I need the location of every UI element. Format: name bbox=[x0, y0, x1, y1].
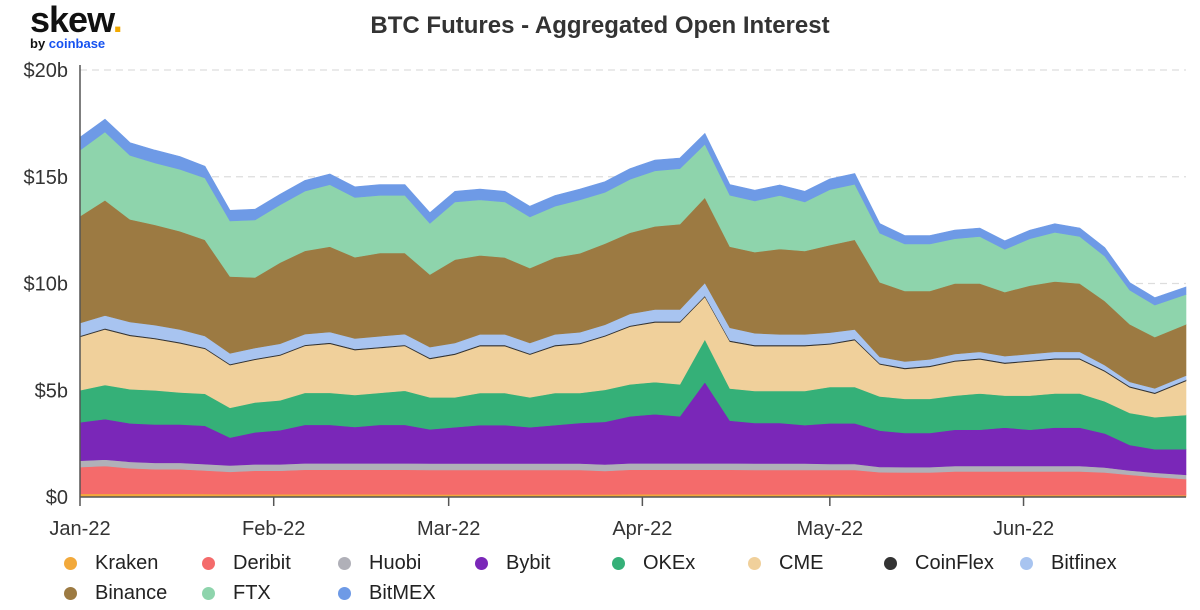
area-bitmex bbox=[79, 118, 1187, 306]
legend-item-kraken[interactable]: Kraken bbox=[64, 552, 158, 575]
legend-swatch-icon bbox=[64, 557, 77, 570]
legend-item-okex[interactable]: OKEx bbox=[612, 552, 695, 575]
legend-label: Bitfinex bbox=[1051, 552, 1117, 574]
legend-swatch-icon bbox=[1020, 557, 1033, 570]
x-tick-label: Jun-22 bbox=[993, 518, 1054, 540]
skew-logo: skew. by coinbase bbox=[30, 0, 123, 52]
legend-label: Kraken bbox=[95, 552, 159, 574]
logo-company: coinbase bbox=[48, 36, 106, 51]
x-tick-label: Apr-22 bbox=[612, 518, 672, 540]
x-tick-label: Jan-22 bbox=[49, 518, 110, 540]
legend-item-cme[interactable]: CME bbox=[748, 552, 823, 575]
legend-swatch-icon bbox=[202, 587, 215, 600]
legend-item-bitmex[interactable]: BitMEX bbox=[338, 582, 436, 605]
legend-swatch-icon bbox=[884, 557, 897, 570]
legend-label: Bybit bbox=[506, 552, 551, 574]
legend-item-huobi[interactable]: Huobi bbox=[338, 552, 421, 575]
y-tick-label: $5b bbox=[35, 380, 68, 402]
legend-label: CME bbox=[779, 552, 824, 574]
legend-swatch-icon bbox=[748, 557, 761, 570]
legend-item-binance[interactable]: Binance bbox=[64, 582, 167, 605]
x-tick-label: Feb-22 bbox=[242, 518, 305, 540]
legend-item-bitfinex[interactable]: Bitfinex bbox=[1020, 552, 1117, 575]
legend-item-bybit[interactable]: Bybit bbox=[475, 552, 550, 575]
legend-item-coinflex[interactable]: CoinFlex bbox=[884, 552, 994, 575]
legend-swatch-icon bbox=[202, 557, 215, 570]
legend-item-ftx[interactable]: FTX bbox=[202, 582, 271, 605]
legend-label: OKEx bbox=[643, 552, 696, 574]
x-tick-label: May-22 bbox=[796, 518, 863, 540]
legend-label: CoinFlex bbox=[915, 552, 994, 574]
legend-label: FTX bbox=[233, 582, 271, 604]
legend-swatch-icon bbox=[64, 587, 77, 600]
chart-title: BTC Futures - Aggregated Open Interest bbox=[370, 12, 830, 39]
legend-swatch-icon bbox=[338, 557, 351, 570]
legend-swatch-icon bbox=[338, 587, 351, 600]
x-tick-label: Mar-22 bbox=[417, 518, 480, 540]
y-tick-label: $0 bbox=[46, 487, 68, 509]
legend-label: Deribit bbox=[233, 552, 291, 574]
legend-swatch-icon bbox=[612, 557, 625, 570]
y-tick-label: $20b bbox=[24, 60, 69, 82]
y-tick-label: $15b bbox=[24, 167, 69, 189]
logo-dot: . bbox=[112, 0, 123, 40]
logo-brand: skew bbox=[30, 0, 114, 40]
legend-item-deribit[interactable]: Deribit bbox=[202, 552, 291, 575]
legend-label: BitMEX bbox=[369, 582, 436, 604]
legend-label: Binance bbox=[95, 582, 168, 604]
y-tick-label: $10b bbox=[24, 274, 69, 296]
legend-swatch-icon bbox=[475, 557, 488, 570]
logo-by: by bbox=[30, 36, 46, 51]
legend-label: Huobi bbox=[369, 552, 422, 574]
